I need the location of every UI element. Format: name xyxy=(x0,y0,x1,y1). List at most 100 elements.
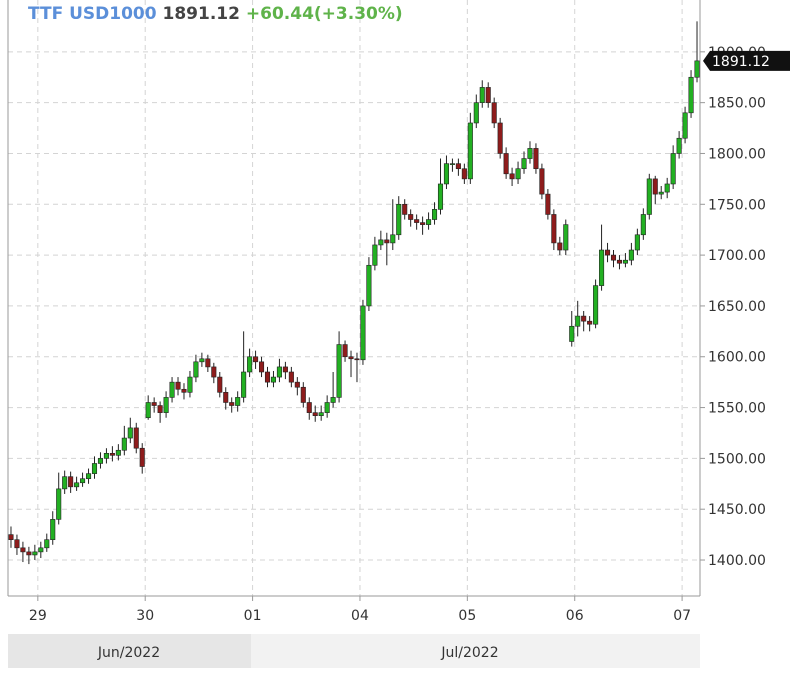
y-tick-label: 1450.00 xyxy=(708,502,766,518)
candle-body xyxy=(205,358,211,368)
candle-body xyxy=(467,122,473,180)
candle-body xyxy=(50,519,56,540)
month-label: Jun/2022 xyxy=(97,645,160,661)
candle-body xyxy=(241,371,247,398)
candle-body xyxy=(151,402,157,406)
candle-body xyxy=(587,320,593,325)
candle-body xyxy=(545,193,551,215)
candle-body xyxy=(443,163,450,185)
candle-body xyxy=(300,386,306,403)
candle-body xyxy=(276,366,282,378)
candle-body xyxy=(431,209,438,220)
axes: 1400.00 1450.00 1500.00 1550.00 1600.00 1650.… xyxy=(29,45,766,624)
candle-body xyxy=(676,137,682,154)
candle-body xyxy=(646,178,652,215)
candle-body xyxy=(616,259,623,264)
change: +60.44(+3.30%) xyxy=(246,4,403,24)
candle-body xyxy=(62,476,68,490)
candle-body xyxy=(354,358,360,361)
candle-body xyxy=(163,397,169,413)
grid xyxy=(8,0,700,596)
candle-body xyxy=(270,376,277,383)
candles xyxy=(8,21,700,565)
candle-body xyxy=(38,547,44,553)
candle-body xyxy=(414,219,420,223)
candle-body xyxy=(187,376,193,393)
candle-body xyxy=(342,344,348,358)
candle-body xyxy=(235,397,241,406)
candle-body xyxy=(68,476,74,488)
candle-body xyxy=(181,388,187,393)
candle-body xyxy=(569,325,575,342)
candle-body xyxy=(306,402,312,413)
candle-body xyxy=(473,102,479,124)
candle-body xyxy=(253,356,259,363)
y-tick-label: 1800.00 xyxy=(708,146,766,162)
candle-body xyxy=(44,539,50,549)
candle-body xyxy=(74,482,80,488)
price-tag-shape xyxy=(703,50,790,71)
candle-body xyxy=(610,254,617,261)
month-band xyxy=(251,634,700,668)
x-tick-label: 29 xyxy=(29,608,47,624)
candle-body xyxy=(581,315,587,322)
candle-body xyxy=(658,191,664,195)
x-tick-label: 06 xyxy=(566,608,584,624)
candle-body xyxy=(509,173,515,180)
candle-body xyxy=(229,402,235,406)
candle-body xyxy=(366,264,372,307)
candle-body xyxy=(211,366,217,378)
candle-body xyxy=(533,148,539,170)
candle-body xyxy=(539,168,545,195)
candle-body xyxy=(682,112,688,139)
candle-body xyxy=(378,239,384,246)
candle-body xyxy=(640,214,646,236)
candle-body xyxy=(479,87,485,103)
candle-body xyxy=(8,534,14,540)
y-tick-label: 1500.00 xyxy=(708,451,766,467)
candle-body xyxy=(426,219,432,225)
candle-body xyxy=(408,214,414,220)
candle-body xyxy=(330,397,336,403)
candle-body xyxy=(593,285,599,325)
y-tick-label: 1850.00 xyxy=(708,96,766,112)
candle-body xyxy=(372,244,378,266)
y-tick-label: 1400.00 xyxy=(708,553,766,569)
header: TTF USD1000 1891.12 +60.44(+3.30%) xyxy=(28,4,403,24)
candle-body xyxy=(121,437,127,451)
candle-body xyxy=(634,234,640,251)
candle-body xyxy=(396,203,402,236)
candle-body xyxy=(628,249,634,261)
x-tick-label: 01 xyxy=(244,608,262,624)
candle-body xyxy=(360,305,366,361)
candle-body xyxy=(694,60,700,78)
candle-body xyxy=(461,168,467,180)
candle-body xyxy=(91,463,98,474)
candle-body xyxy=(109,453,115,456)
y-tick-label: 1600.00 xyxy=(708,350,766,366)
candle-body xyxy=(294,381,300,388)
candle-body xyxy=(56,488,62,520)
candle-body xyxy=(390,234,396,244)
candle-body xyxy=(515,168,521,180)
candle-body xyxy=(497,122,503,154)
candle-body xyxy=(599,249,605,286)
candle-body xyxy=(575,315,581,327)
candle-body xyxy=(97,458,104,464)
candle-body xyxy=(139,447,145,467)
candle-body xyxy=(199,358,205,363)
candle-body xyxy=(169,381,175,398)
candle-body xyxy=(247,356,253,373)
x-tick-label: 05 xyxy=(458,608,476,624)
candle-body xyxy=(318,412,324,416)
candle-body xyxy=(449,163,455,165)
candle-body xyxy=(503,153,509,175)
candle-body xyxy=(485,87,491,103)
y-tick-label: 1700.00 xyxy=(708,248,766,264)
candle-body xyxy=(32,551,38,556)
candle-body xyxy=(26,551,32,556)
candle-body xyxy=(563,224,569,251)
candle-body xyxy=(127,427,133,439)
candle-body xyxy=(175,381,181,390)
